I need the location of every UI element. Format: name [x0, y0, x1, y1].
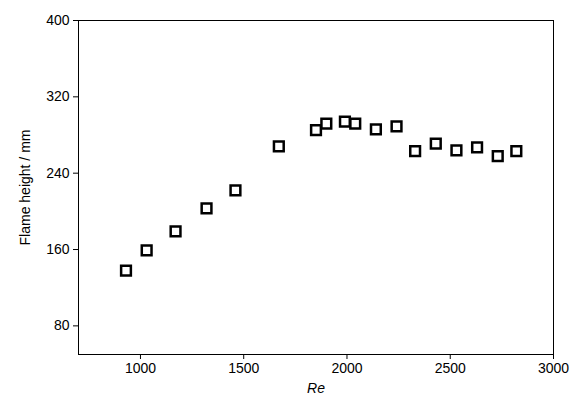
svg-text:400: 400	[46, 12, 70, 28]
svg-text:1000: 1000	[125, 360, 156, 376]
svg-text:160: 160	[46, 241, 70, 257]
svg-text:3000: 3000	[538, 360, 569, 376]
svg-text:320: 320	[46, 88, 70, 104]
svg-text:240: 240	[46, 165, 70, 181]
svg-text:Flame height / mm: Flame height / mm	[17, 130, 33, 246]
svg-text:1500: 1500	[228, 360, 259, 376]
svg-text:2000: 2000	[331, 360, 362, 376]
svg-text:80: 80	[54, 317, 70, 333]
svg-text:2500: 2500	[435, 360, 466, 376]
svg-text:Re: Re	[307, 380, 325, 396]
